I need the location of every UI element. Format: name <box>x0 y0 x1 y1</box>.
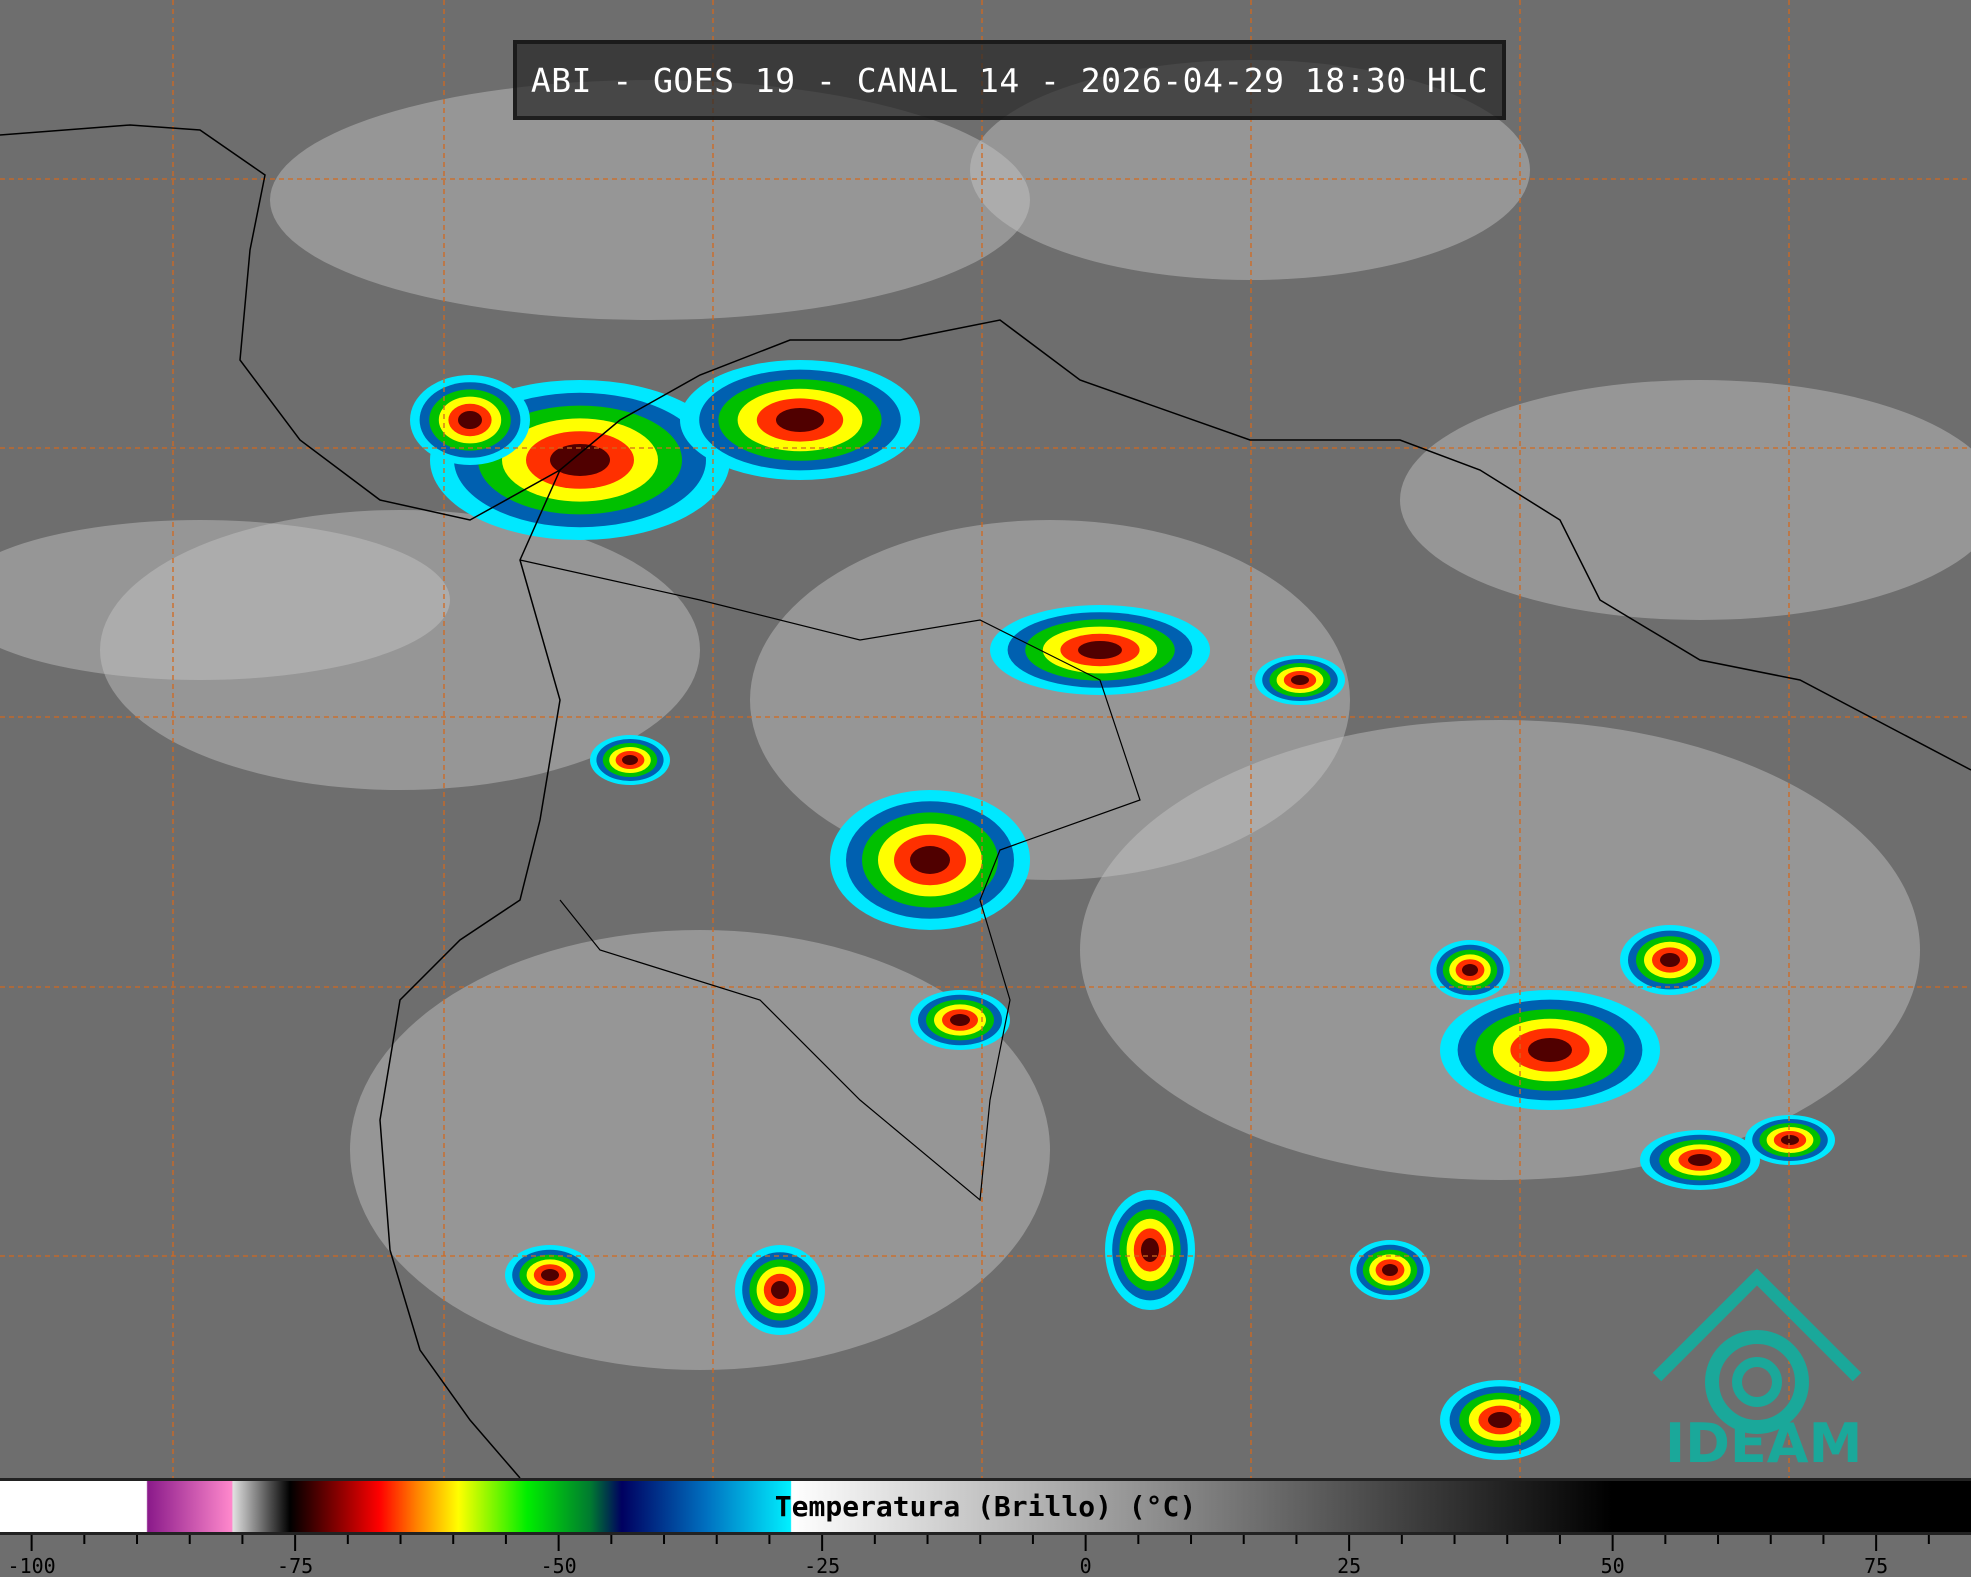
map-background <box>0 0 1971 1478</box>
convective-cell <box>1078 641 1122 659</box>
tick-label: 75 <box>1864 1554 1888 1577</box>
title-text: ABI - GOES 19 - CANAL 14 - 2026-04-29 18… <box>530 60 1489 100</box>
logo-text: IDEAM <box>1665 1412 1863 1475</box>
coastline <box>0 124 1971 771</box>
convective-cell <box>1291 675 1309 685</box>
convective-cell <box>1488 1412 1512 1428</box>
tick-label: -100 <box>8 1554 56 1577</box>
tick-label: -75 <box>277 1554 313 1577</box>
convective-cell <box>1462 964 1478 976</box>
convective-cell <box>1382 1264 1398 1276</box>
coastline <box>379 469 561 1478</box>
temperature-colorbar <box>0 1478 1971 1535</box>
tick-label: -50 <box>541 1554 577 1577</box>
convective-cell <box>1528 1038 1572 1062</box>
convective-cell <box>1141 1238 1159 1262</box>
convective-cell <box>950 1014 970 1026</box>
ideam-logo <box>1652 1268 1862 1434</box>
convective-cell <box>1781 1135 1799 1145</box>
tick-label: -25 <box>804 1554 840 1577</box>
cloud-cover <box>1080 720 1920 1180</box>
tick-label: 25 <box>1337 1554 1361 1577</box>
convective-cell <box>541 1269 559 1281</box>
cloud-cover <box>750 520 1350 880</box>
tick-label: 0 <box>1080 1554 1092 1577</box>
colorbar-label: Temperatura (Brillo) (°C) <box>774 1490 1197 1523</box>
cloud-cover <box>270 80 1030 320</box>
convective-cell <box>910 846 950 874</box>
convective-cell <box>622 755 638 765</box>
convective-cell <box>1688 1154 1712 1166</box>
country-border <box>519 559 1141 1202</box>
convective-cell <box>458 411 482 429</box>
image-title: ABI - GOES 19 - CANAL 14 - 2026-04-29 18… <box>513 40 1506 120</box>
cloud-cover <box>100 510 700 790</box>
convective-cell <box>771 1281 789 1299</box>
cloud-cover <box>0 520 450 680</box>
cloud-cover <box>1400 380 1971 620</box>
colorbar-ticks: -100 -75 -50 -25 0 25 50 75 <box>8 1535 1930 1577</box>
convective-cell <box>776 408 824 432</box>
tick-label: 50 <box>1601 1554 1625 1577</box>
convective-cell <box>550 444 610 476</box>
convective-cell <box>1660 953 1680 967</box>
